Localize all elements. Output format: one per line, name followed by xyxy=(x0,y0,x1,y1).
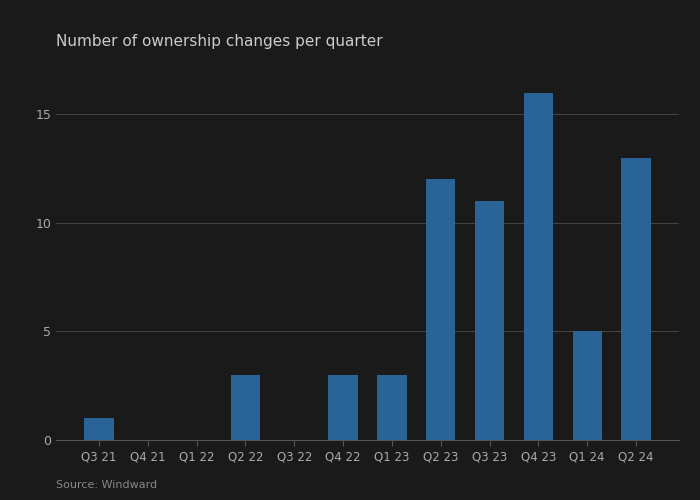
Bar xyxy=(231,375,260,440)
Bar xyxy=(622,158,651,440)
Bar xyxy=(426,180,456,440)
Text: Source: Windward: Source: Windward xyxy=(56,480,157,490)
Bar xyxy=(84,418,113,440)
Bar xyxy=(573,332,602,440)
Bar xyxy=(475,201,504,440)
Bar xyxy=(328,375,358,440)
Text: Number of ownership changes per quarter: Number of ownership changes per quarter xyxy=(56,34,383,49)
Bar xyxy=(524,92,553,440)
Bar xyxy=(377,375,407,440)
